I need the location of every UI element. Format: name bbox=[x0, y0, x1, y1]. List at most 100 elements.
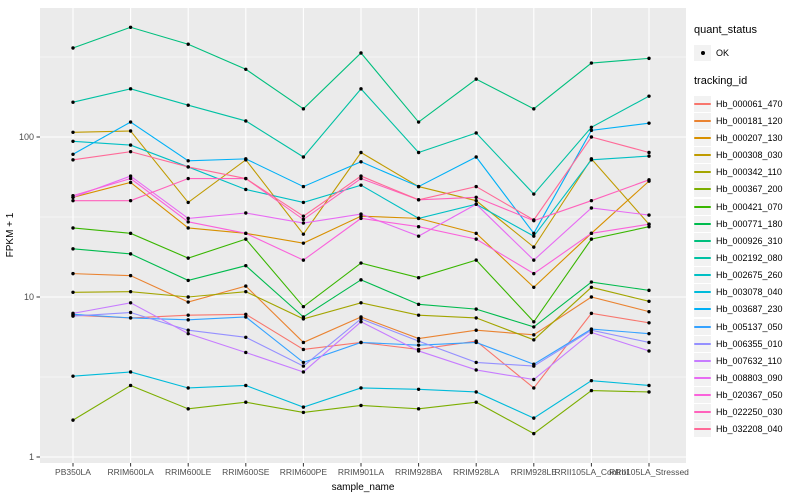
data-point bbox=[474, 316, 478, 320]
data-point bbox=[532, 333, 536, 337]
data-point bbox=[128, 383, 133, 388]
legend-item-Hb_000207_130: Hb_000207_130 bbox=[694, 129, 798, 146]
data-point bbox=[532, 234, 536, 238]
data-point bbox=[416, 120, 421, 124]
data-point bbox=[301, 232, 306, 236]
legend-key bbox=[694, 421, 711, 438]
x-tick-label: RRII105LA_Stressed bbox=[609, 467, 689, 477]
data-point bbox=[647, 178, 651, 182]
legend-item-Hb_005137_050: Hb_005137_050 bbox=[694, 318, 798, 335]
legend-item-Hb_000926_310: Hb_000926_310 bbox=[694, 232, 798, 249]
data-point bbox=[474, 400, 478, 404]
legend-label: Hb_005137_050 bbox=[716, 321, 783, 332]
legend-item-Hb_000367_200: Hb_000367_200 bbox=[694, 181, 798, 198]
legend-key bbox=[694, 112, 711, 129]
legend-line-swatch bbox=[694, 291, 711, 294]
legend-item-ok: OK bbox=[694, 44, 798, 61]
data-point bbox=[532, 285, 536, 289]
x-axis-title: sample_name bbox=[332, 482, 395, 493]
x-tick-label: PB350LA bbox=[55, 467, 91, 477]
data-point bbox=[647, 349, 651, 353]
data-point bbox=[301, 221, 306, 225]
x-tick-label: RRIM600PE bbox=[280, 467, 328, 477]
data-point bbox=[128, 252, 133, 256]
data-point bbox=[416, 216, 421, 221]
data-point bbox=[128, 176, 133, 181]
data-point bbox=[359, 183, 363, 187]
legend-tracking-id-title: tracking_id bbox=[694, 75, 748, 88]
data-point bbox=[244, 350, 248, 355]
legend-label: Hb_007632_110 bbox=[716, 355, 782, 366]
data-point bbox=[416, 339, 421, 343]
legend-key bbox=[694, 215, 711, 232]
data-point bbox=[589, 125, 594, 129]
legend: quant_status OK tracking_id Hb_000061_47… bbox=[694, 24, 798, 438]
legend-line-swatch bbox=[694, 239, 711, 242]
data-point bbox=[71, 198, 75, 203]
data-point bbox=[416, 407, 421, 411]
data-point bbox=[186, 328, 190, 332]
data-point bbox=[128, 143, 133, 147]
data-point bbox=[589, 198, 594, 203]
data-point bbox=[186, 256, 190, 260]
data-point bbox=[71, 152, 75, 156]
legend-label: Hb_000207_130 bbox=[716, 132, 783, 143]
data-point bbox=[647, 383, 651, 388]
legend-key bbox=[694, 301, 711, 318]
data-point bbox=[589, 128, 594, 133]
legend-label: Hb_000308_030 bbox=[716, 150, 783, 161]
legend-line-swatch bbox=[694, 325, 711, 328]
y-axis-title: FPKM + 1 bbox=[5, 212, 16, 257]
data-point bbox=[244, 400, 248, 404]
data-point bbox=[359, 301, 363, 305]
legend-item-Hb_002675_260: Hb_002675_260 bbox=[694, 267, 798, 284]
legend-item-Hb_022250_030: Hb_022250_030 bbox=[694, 404, 798, 421]
x-tick-label: RRIM600LE bbox=[165, 467, 212, 477]
legend-label: Hb_002675_260 bbox=[716, 270, 783, 281]
data-point bbox=[647, 299, 651, 303]
data-point bbox=[416, 387, 421, 391]
data-point bbox=[186, 159, 190, 163]
data-point bbox=[647, 225, 651, 229]
data-point bbox=[647, 288, 651, 293]
data-point bbox=[532, 325, 536, 329]
data-point bbox=[359, 216, 363, 221]
data-point bbox=[186, 295, 190, 299]
data-point bbox=[186, 331, 190, 336]
legend-label: Hb_022250_030 bbox=[716, 407, 783, 418]
legend-key-ok bbox=[694, 44, 711, 61]
data-point bbox=[128, 149, 133, 154]
data-point bbox=[359, 160, 363, 164]
data-point bbox=[589, 206, 594, 210]
data-point bbox=[647, 150, 651, 155]
legend-label: Hb_000061_470 bbox=[716, 98, 783, 109]
data-point bbox=[186, 407, 190, 411]
legend-series-list: Hb_000061_470 Hb_000181_120 Hb_000207_130 H… bbox=[694, 95, 798, 438]
x-tick-label: RRIM928LE bbox=[511, 467, 558, 477]
data-point bbox=[532, 377, 536, 382]
data-point bbox=[301, 217, 306, 222]
data-point bbox=[647, 56, 651, 61]
data-point bbox=[532, 231, 536, 236]
data-point bbox=[128, 25, 133, 29]
legend-line-swatch bbox=[694, 428, 711, 431]
data-point bbox=[474, 77, 478, 81]
data-point bbox=[532, 192, 536, 196]
legend-key bbox=[694, 129, 711, 146]
data-point bbox=[532, 107, 536, 111]
data-point bbox=[128, 273, 133, 278]
data-point bbox=[244, 211, 248, 215]
legend-key bbox=[694, 232, 711, 249]
legend-key bbox=[694, 198, 711, 215]
legend-line-swatch bbox=[694, 394, 711, 397]
data-point bbox=[647, 121, 651, 125]
data-point bbox=[359, 278, 363, 282]
x-tick-label: RRIM600SE bbox=[222, 467, 270, 477]
point-symbol-icon bbox=[700, 50, 705, 55]
data-point bbox=[359, 212, 363, 216]
data-point bbox=[301, 155, 306, 159]
data-point bbox=[301, 258, 306, 262]
data-point bbox=[71, 226, 75, 230]
legend-item-Hb_000421_070: Hb_000421_070 bbox=[694, 198, 798, 215]
data-point bbox=[589, 231, 594, 236]
